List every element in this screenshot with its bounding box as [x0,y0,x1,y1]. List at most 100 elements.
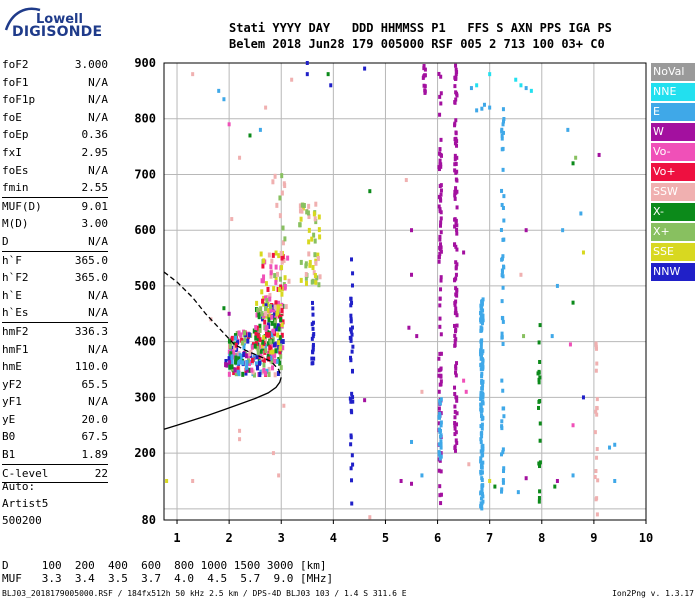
echo-point [270,314,274,320]
echo-column-point [350,453,354,458]
echo-column-point [349,466,353,471]
echo-column-point [422,64,426,69]
echo-column-point [480,316,484,321]
echo-point [276,348,280,354]
echo-point [318,234,322,240]
echo-sparse-point [282,403,286,408]
echo-sparse-point [230,217,234,222]
echo-column-point [537,377,541,382]
echo-point [283,236,287,242]
echo-point [274,276,278,282]
param-row: D N/A [2,233,108,251]
echo-column-point [349,433,353,438]
echo-column-point [480,476,484,481]
param-row: foF1p N/A [2,91,108,109]
echo-column-point [438,223,442,228]
echo-point [224,362,228,368]
echo-sparse-point [329,83,333,88]
echo-point [271,304,275,310]
echo-column-point [501,450,505,455]
echo-point [240,340,244,346]
echo-column-point [437,204,441,209]
echo-point [270,320,274,326]
param-key: MUF(D) [2,199,42,213]
echo-point [245,364,249,370]
echo-point [243,330,247,336]
echo-point [274,314,278,320]
echo-column-point [594,341,598,346]
echo-point [299,259,303,265]
echo-sparse-point [410,272,414,277]
echo-sparse-point [258,127,262,132]
echo-column-point [454,430,458,435]
echo-point [279,338,283,344]
echo-column-point [501,107,505,112]
param-value: N/A [88,395,108,409]
echo-point [281,345,285,351]
echo-point [278,335,282,341]
echo-column-point [349,296,353,301]
echo-column-point [311,320,315,325]
echo-point [279,353,283,359]
echo-point [256,350,260,356]
param-row: hmF1 N/A [2,341,108,359]
echo-point [318,274,322,280]
echo-sparse-point [407,325,411,330]
echo-column-point [454,370,458,375]
echo-column-point [479,345,483,350]
echo-point [264,348,268,354]
echo-point [268,345,272,351]
echo-point [273,341,277,347]
echo-sparse-point [469,86,473,91]
plot-frame [163,62,647,521]
echo-column-point [454,130,458,135]
echo-column-point [500,487,504,492]
echo-column-point [438,351,442,356]
echo-column-point [350,257,354,262]
echo-column-point [454,366,458,371]
echo-column-point [439,74,443,79]
echo-point [317,214,321,220]
echo-point [259,306,263,312]
echo-point [262,301,266,307]
param-row: B0 67.5 [2,428,108,446]
footer-file-info: BLJ03_2018179005000.RSF / 184fx512h 50 k… [2,589,407,598]
echo-point [272,307,276,313]
echo-point [255,312,259,318]
echo-column-point [455,143,459,148]
echo-point [280,255,284,261]
echo-column-point [480,386,484,391]
echo-point [279,343,283,349]
echo-point [266,286,270,292]
echo-point [268,313,272,319]
echo-column-point [481,483,485,488]
echo-column-point [453,217,457,222]
echo-column-point [455,247,459,252]
echo-point [233,333,237,339]
echo-point [254,335,258,341]
echo-point [273,352,277,358]
echo-point [258,372,262,378]
model-trace-dashed [163,271,282,377]
echo-point [257,312,261,318]
echo-column-point [501,285,505,290]
echo-sparse-point [524,86,528,91]
echo-sparse-point [248,133,252,138]
x-tick-label: 4 [330,531,337,545]
echo-sparse-point [579,211,583,216]
echo-column-point [439,278,443,283]
param-value: N/A [88,234,108,248]
echo-sparse-point [519,83,523,88]
echo-column-point [310,356,314,361]
echo-column-point [479,407,483,412]
echo-point [258,327,262,333]
param-key: h`Es [2,306,29,320]
echo-column-point [438,296,442,301]
echo-point [278,213,282,219]
echo-column-point [453,242,457,247]
echo-column-point [439,152,443,157]
legend-item: SSW [651,183,695,201]
echo-point [307,239,311,245]
x-tick-label: 5 [382,531,389,545]
echo-point [271,179,275,185]
